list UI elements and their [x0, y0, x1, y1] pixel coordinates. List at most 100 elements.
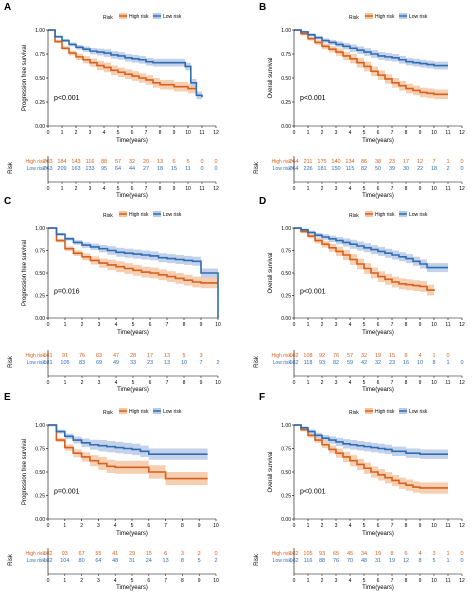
x-tick-label: 1	[64, 322, 67, 328]
y-tick-label: 0.75	[281, 447, 291, 453]
x-tick-label: 8	[405, 322, 408, 328]
p-value: p<0.001	[300, 289, 326, 296]
risk-x-tick-label: 8	[405, 380, 408, 386]
x-tick-label: 7	[164, 523, 167, 529]
legend: Risk High risk Low risk	[349, 13, 428, 21]
risk-count: 10	[417, 360, 423, 366]
risk-x-tick-label: 10	[431, 578, 437, 584]
risk-count: 34	[361, 551, 367, 557]
risk-count: 3	[432, 551, 435, 557]
x-tick-label: 10	[185, 130, 191, 136]
risk-count: 57	[115, 159, 121, 165]
risk-x-tick-label: 7	[391, 380, 394, 386]
risk-row-label: Low risk	[27, 166, 46, 172]
risk-x-axis-label: Time(years)	[116, 585, 148, 591]
risk-x-tick-label: 11	[445, 380, 450, 386]
y-tick-label: 0.50	[281, 470, 291, 476]
y-tick-label: 1.00	[35, 423, 45, 429]
risk-count: 2	[214, 558, 217, 564]
risk-x-tick-label: 7	[164, 578, 167, 584]
risk-count: 20	[143, 159, 149, 165]
risk-count: 15	[146, 551, 152, 557]
x-tick-label: 0	[293, 523, 296, 529]
risk-x-tick-label: 9	[198, 578, 201, 584]
risk-x-tick-label: 6	[377, 380, 380, 386]
legend-entry: Low risk	[409, 409, 428, 415]
risk-count: 1	[432, 353, 435, 359]
risk-count: 1	[446, 159, 449, 165]
risk-count: 19	[375, 353, 381, 359]
risk-table-title: Risk	[254, 553, 260, 566]
y-tick-label: 1.00	[35, 226, 45, 232]
ci-band-low-risk	[294, 425, 448, 459]
y-tick-label: 0.25	[281, 100, 291, 106]
risk-count: 48	[361, 558, 367, 564]
risk-count: 49	[113, 360, 119, 366]
y-tick-label: 0.75	[281, 52, 291, 58]
km-curve-high-risk	[48, 29, 197, 90]
risk-x-tick-label: 4	[103, 186, 106, 192]
legend-title: Risk	[103, 410, 113, 416]
x-tick-label: 6	[377, 322, 380, 328]
x-tick-label: 5	[132, 322, 135, 328]
risk-count: 10	[181, 360, 187, 366]
x-tick-label: 7	[391, 322, 394, 328]
risk-x-tick-label: 12	[459, 380, 465, 386]
risk-count: 64	[115, 166, 121, 172]
risk-row-label: Low risk	[273, 166, 292, 172]
risk-count: 13	[164, 360, 170, 366]
legend-entry: Low risk	[409, 212, 428, 218]
risk-count: 92	[319, 353, 325, 359]
risk-count: 263	[43, 166, 52, 172]
risk-count: 93	[319, 551, 325, 557]
panel-letter: F	[259, 392, 265, 403]
risk-x-tick-label: 11	[445, 578, 450, 584]
x-tick-label: 3	[89, 130, 92, 136]
risk-x-tick-label: 2	[321, 186, 324, 192]
y-tick-label: 0.75	[281, 249, 291, 255]
risk-x-tick-label: 8	[181, 578, 184, 584]
panel-letter: E	[4, 392, 11, 403]
risk-count: 42	[361, 360, 367, 366]
km-curve-low-risk	[294, 227, 448, 269]
risk-count: 108	[303, 353, 312, 359]
risk-count: 19	[389, 558, 395, 564]
risk-count: 7	[432, 159, 435, 165]
risk-x-tick-label: 10	[215, 380, 221, 386]
x-tick-label: 10	[213, 523, 219, 529]
risk-x-tick-label: 3	[89, 186, 92, 192]
risk-count: 132	[43, 551, 52, 557]
legend-title: Risk	[349, 213, 359, 219]
risk-x-tick-label: 2	[321, 380, 324, 386]
risk-count: 6	[172, 159, 175, 165]
x-tick-label: 2	[81, 322, 84, 328]
y-tick-label: 0.50	[281, 76, 291, 82]
y-tick-label: 0.75	[35, 249, 45, 255]
x-tick-label: 8	[159, 130, 162, 136]
x-tick-label: 3	[98, 322, 101, 328]
risk-x-tick-label: 8	[405, 578, 408, 584]
risk-row-label: Low risk	[273, 360, 292, 366]
x-tick-label: 0	[47, 322, 50, 328]
risk-count: 15	[171, 166, 177, 172]
risk-count: 0	[460, 159, 463, 165]
y-tick-label: 1.00	[281, 423, 291, 429]
risk-x-tick-label: 3	[335, 380, 338, 386]
risk-count: 70	[347, 558, 353, 564]
risk-count: 131	[43, 353, 52, 359]
y-tick-label: 0.00	[281, 517, 291, 523]
risk-count: 11	[185, 166, 191, 172]
risk-count: 13	[164, 353, 170, 359]
x-tick-label: 4	[114, 523, 117, 529]
legend-entry: High risk	[375, 409, 395, 415]
risk-count: 0	[200, 166, 203, 172]
legend: Risk High risk Low risk	[103, 13, 182, 21]
risk-count: 211	[304, 159, 313, 165]
panel-letter: A	[4, 2, 11, 13]
risk-count: 133	[85, 166, 94, 172]
risk-row-label: High risk	[26, 551, 46, 557]
x-tick-label: 10	[431, 322, 437, 328]
